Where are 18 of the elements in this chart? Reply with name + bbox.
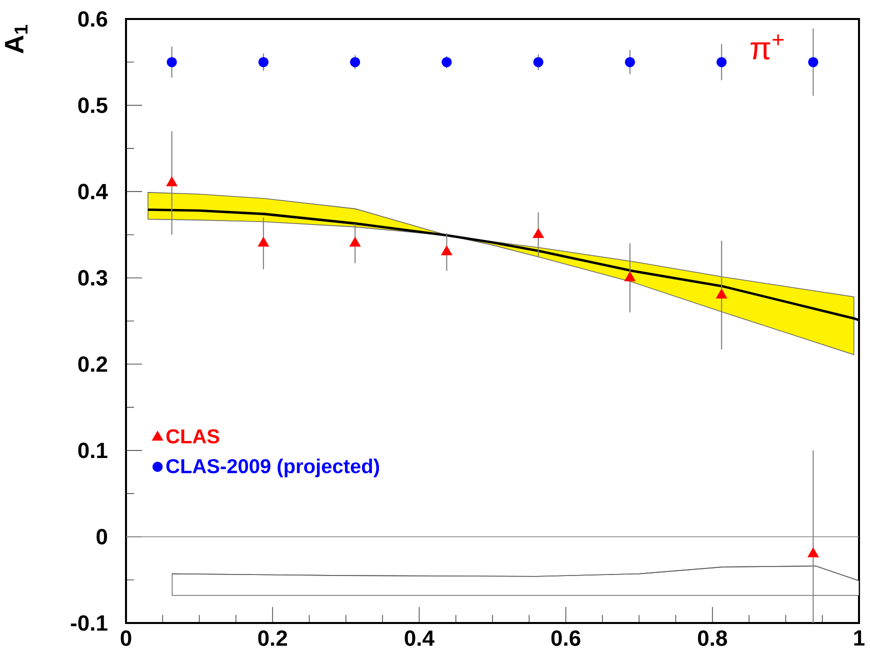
x-tick-label: 0 xyxy=(120,630,132,646)
annotation: π$^{+}$ xyxy=(750,34,784,60)
y-tick-label: 0.2 xyxy=(78,356,108,372)
y-axis-title: A$_{1}$ xyxy=(4,24,28,54)
x-tick-label: 0.8 xyxy=(698,630,728,646)
legend-label: CLAS xyxy=(166,429,220,444)
x-tick-label: 0.4 xyxy=(404,630,434,646)
y-tick-label: 0.6 xyxy=(78,11,108,27)
legend-label: CLAS-2009 (projected) xyxy=(166,458,380,478)
y-tick-label: -0.1 xyxy=(70,615,108,631)
y-tick-label: 0.1 xyxy=(78,442,108,458)
x-tick-label: 0.2 xyxy=(258,630,288,646)
y-tick-label: 0.5 xyxy=(78,97,108,114)
y-tick-label: 0.3 xyxy=(78,270,108,286)
y-tick-label: 0.4 xyxy=(78,184,108,200)
y-tick-label: 0 xyxy=(96,528,108,544)
x-tick-label: 0.6 xyxy=(551,630,580,646)
x-tick-label: 1 xyxy=(854,630,865,646)
